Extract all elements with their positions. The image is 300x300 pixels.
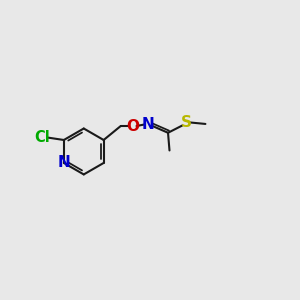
Text: N: N	[58, 155, 70, 170]
Text: Cl: Cl	[35, 130, 50, 145]
Text: S: S	[181, 115, 192, 130]
Text: N: N	[142, 117, 154, 132]
Text: O: O	[126, 118, 139, 134]
